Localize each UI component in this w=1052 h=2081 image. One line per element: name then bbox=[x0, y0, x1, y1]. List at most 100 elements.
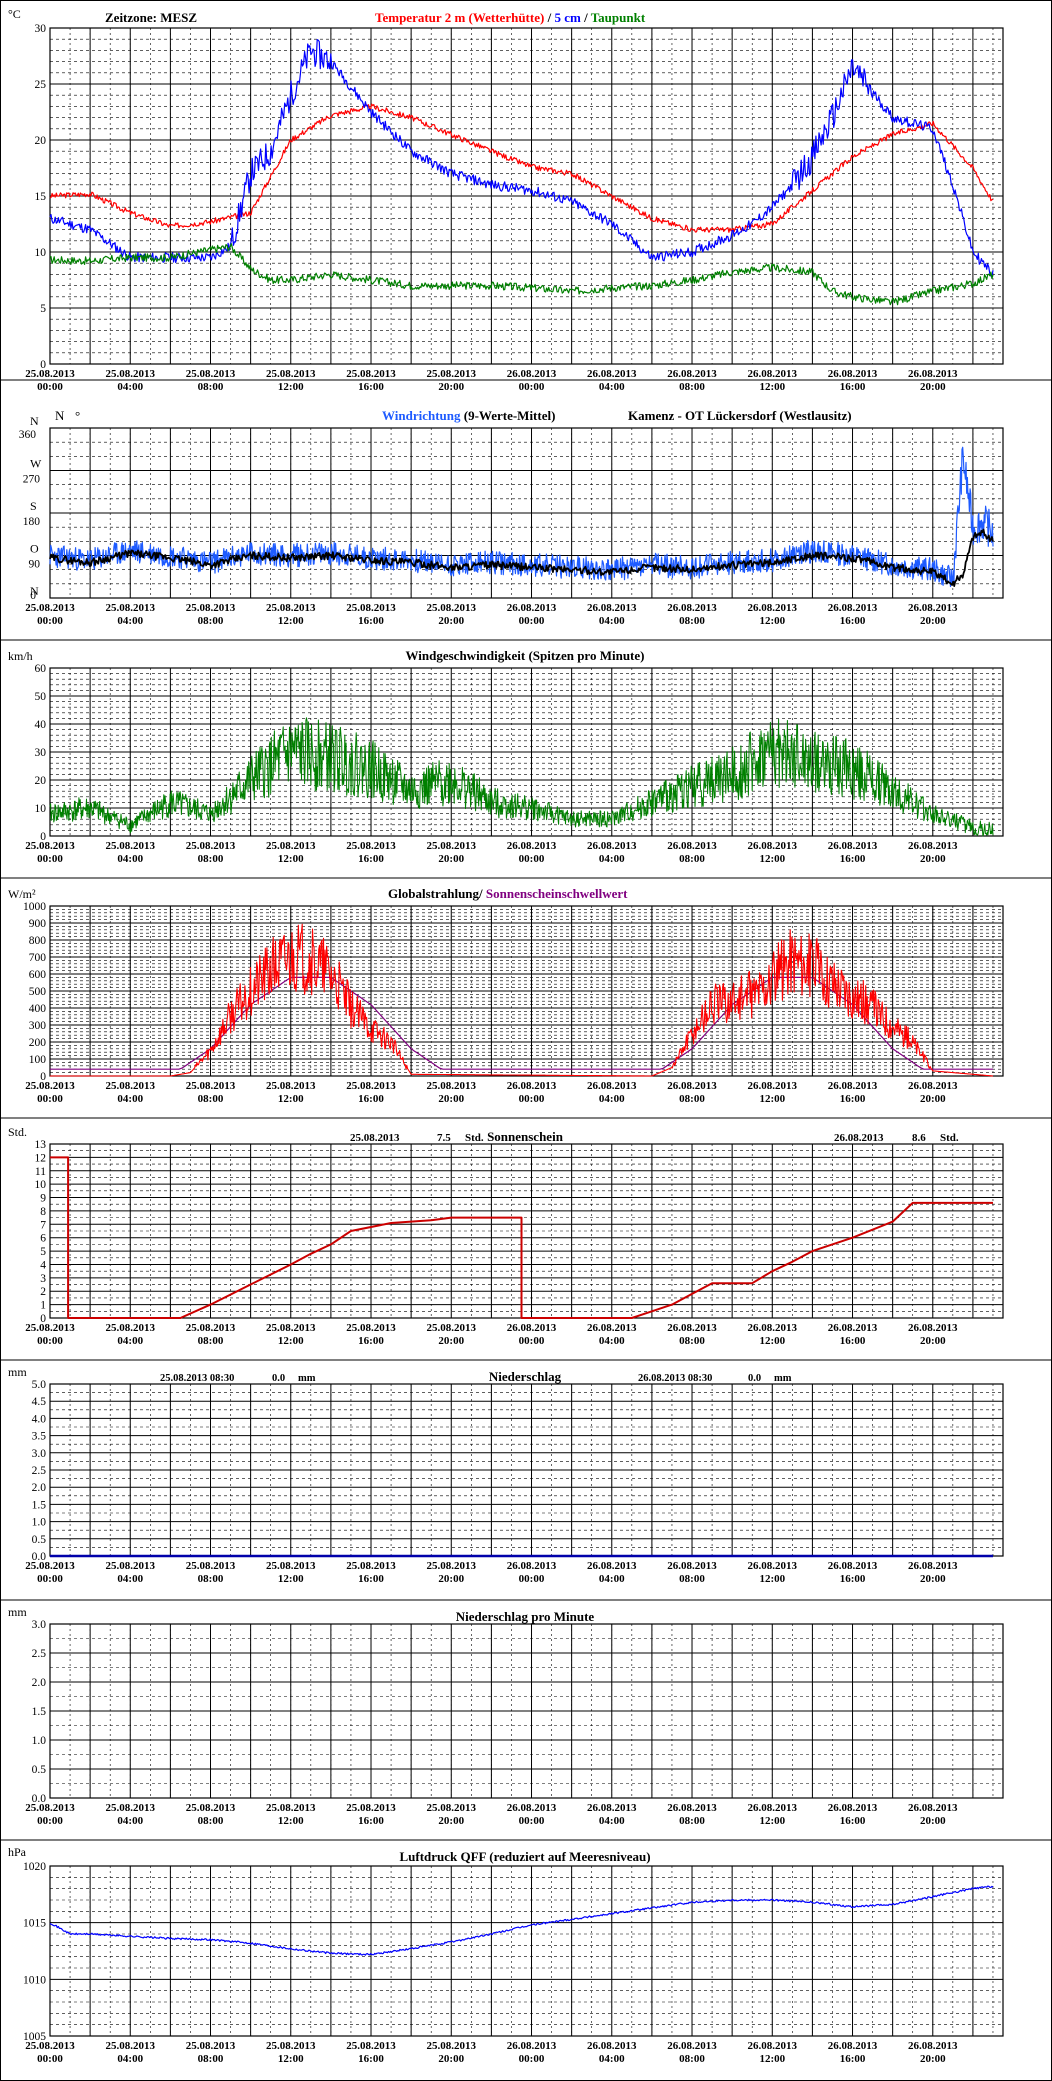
x-tick-date: 25.08.2013 bbox=[346, 368, 396, 380]
x-tick-time: 16:00 bbox=[840, 1335, 866, 1347]
x-tick-date: 25.08.2013 bbox=[346, 602, 396, 614]
compass-label: O bbox=[30, 542, 39, 556]
x-tick-date: 25.08.2013 bbox=[427, 368, 477, 380]
y-tick-label: 1000 bbox=[23, 901, 46, 913]
x-tick-date: 26.08.2013 bbox=[748, 1802, 798, 1814]
x-tick-date: 26.08.2013 bbox=[748, 840, 798, 852]
x-tick-date: 25.08.2013 bbox=[266, 1560, 316, 1572]
y-tick-label: 6 bbox=[40, 1233, 46, 1245]
x-tick-date: 26.08.2013 bbox=[748, 368, 798, 380]
y-unit: W/m² bbox=[8, 887, 36, 901]
x-tick-date: 25.08.2013 bbox=[25, 1322, 75, 1334]
x-tick-date: 25.08.2013 bbox=[346, 1322, 396, 1334]
x-tick-date: 26.08.2013 bbox=[828, 840, 878, 852]
x-tick-date: 26.08.2013 bbox=[587, 1802, 637, 1814]
day-total-unit: mm bbox=[298, 1373, 316, 1384]
x-tick-time: 12:00 bbox=[759, 2053, 785, 2065]
x-tick-date: 25.08.2013 bbox=[346, 1560, 396, 1572]
x-tick-time: 16:00 bbox=[358, 615, 384, 627]
x-tick-date: 26.08.2013 bbox=[908, 1802, 958, 1814]
x-tick-time: 04:00 bbox=[117, 853, 143, 865]
x-tick-time: 20:00 bbox=[920, 1335, 946, 1347]
x-tick-date: 26.08.2013 bbox=[908, 2040, 958, 2052]
x-tick-time: 04:00 bbox=[117, 2053, 143, 2065]
x-tick-date: 26.08.2013 bbox=[507, 1560, 557, 1572]
x-tick-time: 04:00 bbox=[599, 1815, 625, 1827]
x-tick-time: 00:00 bbox=[519, 853, 545, 865]
x-tick-time: 08:00 bbox=[679, 1335, 705, 1347]
x-tick-date: 26.08.2013 bbox=[667, 368, 717, 380]
x-tick-date: 25.08.2013 bbox=[266, 2040, 316, 2052]
x-tick-time: 00:00 bbox=[519, 381, 545, 393]
x-tick-time: 20:00 bbox=[438, 1573, 464, 1585]
x-tick-time: 08:00 bbox=[198, 1335, 224, 1347]
panel-temperature: 05101520253025.08.201300:0025.08.201304:… bbox=[25, 23, 1004, 393]
x-tick-time: 00:00 bbox=[519, 615, 545, 627]
x-tick-time: 16:00 bbox=[840, 381, 866, 393]
y-tick-label: 30 bbox=[35, 23, 47, 35]
x-tick-date: 25.08.2013 bbox=[106, 602, 156, 614]
series-pressure bbox=[49, 1885, 994, 1956]
y-tick-label: 500 bbox=[29, 986, 47, 998]
plot-border bbox=[49, 905, 1004, 1077]
chart-title: Sonnenschein bbox=[487, 1129, 564, 1144]
y-tick-label: 50 bbox=[35, 691, 47, 703]
x-tick-time: 16:00 bbox=[358, 1093, 384, 1105]
y-tick-label: 5 bbox=[40, 303, 46, 315]
x-tick-date: 26.08.2013 bbox=[507, 368, 557, 380]
x-tick-date: 25.08.2013 bbox=[186, 602, 236, 614]
x-tick-date: 25.08.2013 bbox=[106, 1802, 156, 1814]
series-wind-direction-avg bbox=[49, 528, 994, 587]
x-tick-date: 25.08.2013 bbox=[427, 1080, 477, 1092]
x-tick-date: 26.08.2013 bbox=[587, 1560, 637, 1572]
day-total-value: 8.6 bbox=[912, 1132, 926, 1144]
y-tick-label: 3.0 bbox=[32, 1448, 47, 1460]
y-tick-label: 0 bbox=[40, 1071, 46, 1083]
y-tick-label: 1010 bbox=[23, 1974, 46, 1986]
y-tick-label: 10 bbox=[35, 803, 47, 815]
series-temp-2m bbox=[49, 103, 994, 233]
y-tick-label: 200 bbox=[29, 1037, 47, 1049]
x-tick-date: 25.08.2013 bbox=[25, 840, 75, 852]
x-tick-time: 04:00 bbox=[599, 1573, 625, 1585]
x-tick-time: 08:00 bbox=[679, 1093, 705, 1105]
x-tick-time: 16:00 bbox=[358, 853, 384, 865]
x-tick-date: 26.08.2013 bbox=[507, 1080, 557, 1092]
y-tick-label: 8 bbox=[40, 1206, 46, 1218]
x-tick-date: 25.08.2013 bbox=[186, 1802, 236, 1814]
y-tick-label: 400 bbox=[29, 1003, 47, 1015]
x-tick-date: 26.08.2013 bbox=[667, 1802, 717, 1814]
x-tick-time: 20:00 bbox=[438, 2053, 464, 2065]
x-tick-time: 00:00 bbox=[37, 615, 63, 627]
x-tick-date: 26.08.2013 bbox=[587, 1322, 637, 1334]
x-tick-time: 04:00 bbox=[599, 1093, 625, 1105]
y-tick-label: 800 bbox=[29, 935, 47, 947]
x-tick-time: 16:00 bbox=[840, 1573, 866, 1585]
y-tick-label: 10 bbox=[35, 247, 47, 259]
y-tick-label: 1.0 bbox=[32, 1735, 47, 1747]
day-total-date: 25.08.2013 08:30 bbox=[160, 1373, 234, 1384]
x-tick-date: 25.08.2013 bbox=[106, 2040, 156, 2052]
y-tick-label: 0.5 bbox=[32, 1534, 47, 1546]
x-tick-date: 25.08.2013 bbox=[106, 1560, 156, 1572]
y-tick-label: 900 bbox=[29, 918, 47, 930]
x-tick-date: 25.08.2013 bbox=[186, 840, 236, 852]
x-tick-time: 04:00 bbox=[599, 853, 625, 865]
x-tick-time: 20:00 bbox=[920, 1573, 946, 1585]
y-tick-label: 2.0 bbox=[32, 1482, 47, 1494]
x-tick-time: 12:00 bbox=[759, 1573, 785, 1585]
y-tick-label: 0.5 bbox=[32, 1764, 47, 1776]
y-tick-label: 40 bbox=[35, 719, 47, 731]
x-tick-date: 25.08.2013 bbox=[25, 602, 75, 614]
x-tick-date: 25.08.2013 bbox=[186, 1080, 236, 1092]
day-total-value: 0.0 bbox=[272, 1373, 285, 1384]
y-tick-label: 10 bbox=[35, 1179, 47, 1191]
x-tick-date: 25.08.2013 bbox=[427, 840, 477, 852]
x-tick-date: 26.08.2013 bbox=[507, 1802, 557, 1814]
y-tick-label: 25 bbox=[35, 79, 47, 91]
panel-precipitation_minute: 0.00.51.01.52.02.53.025.08.201300:0025.0… bbox=[25, 1619, 1004, 1827]
y-tick-label: 30 bbox=[35, 747, 47, 759]
x-tick-time: 20:00 bbox=[920, 853, 946, 865]
x-tick-time: 00:00 bbox=[37, 853, 63, 865]
x-tick-date: 26.08.2013 bbox=[828, 1802, 878, 1814]
